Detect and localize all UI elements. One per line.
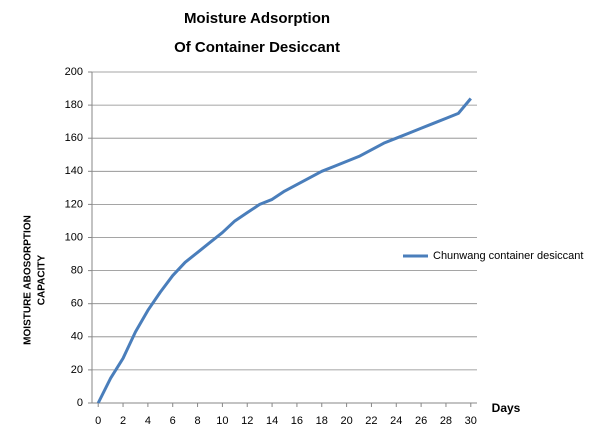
x-tick-label: 16 bbox=[291, 415, 303, 427]
x-tick-label: 28 bbox=[440, 415, 452, 427]
y-tick-label: 160 bbox=[65, 132, 83, 144]
x-tick-label: 30 bbox=[465, 415, 477, 427]
x-tick-label: 26 bbox=[415, 415, 427, 427]
y-tick-label: 120 bbox=[65, 198, 83, 210]
x-tick-label: 14 bbox=[266, 415, 278, 427]
x-tick-label: 6 bbox=[170, 415, 176, 427]
y-tick-label: 40 bbox=[71, 331, 83, 343]
x-tick-label: 12 bbox=[241, 415, 253, 427]
x-tick-label: 22 bbox=[365, 415, 377, 427]
x-tick-label: 20 bbox=[340, 415, 352, 427]
y-tick-label: 80 bbox=[71, 265, 83, 277]
y-axis-label: MOISTURE ABOSORPTION bbox=[23, 215, 34, 345]
x-tick-label: 2 bbox=[120, 415, 126, 427]
x-tick-label: 0 bbox=[95, 415, 101, 427]
y-tick-label: 200 bbox=[65, 66, 83, 78]
y-tick-label: 20 bbox=[71, 364, 83, 376]
y-tick-label: 0 bbox=[77, 397, 83, 409]
chart-title: Moisture Adsorption bbox=[184, 10, 330, 27]
y-tick-label: 180 bbox=[65, 99, 83, 111]
y-tick-label: 140 bbox=[65, 165, 83, 177]
x-tick-label: 4 bbox=[145, 415, 151, 427]
legend-label: Chunwang container desiccant bbox=[433, 250, 583, 262]
x-tick-label: 10 bbox=[216, 415, 228, 427]
chart-title: Of Container Desiccant bbox=[174, 39, 340, 56]
x-axis-label: Days bbox=[492, 401, 521, 415]
y-tick-label: 100 bbox=[65, 231, 83, 243]
x-tick-label: 8 bbox=[195, 415, 201, 427]
y-axis-label: CAPACITY bbox=[37, 254, 48, 305]
data-line bbox=[96, 97, 472, 404]
x-tick-label: 24 bbox=[390, 415, 402, 427]
x-tick-label: 18 bbox=[316, 415, 328, 427]
y-tick-label: 60 bbox=[71, 298, 83, 310]
